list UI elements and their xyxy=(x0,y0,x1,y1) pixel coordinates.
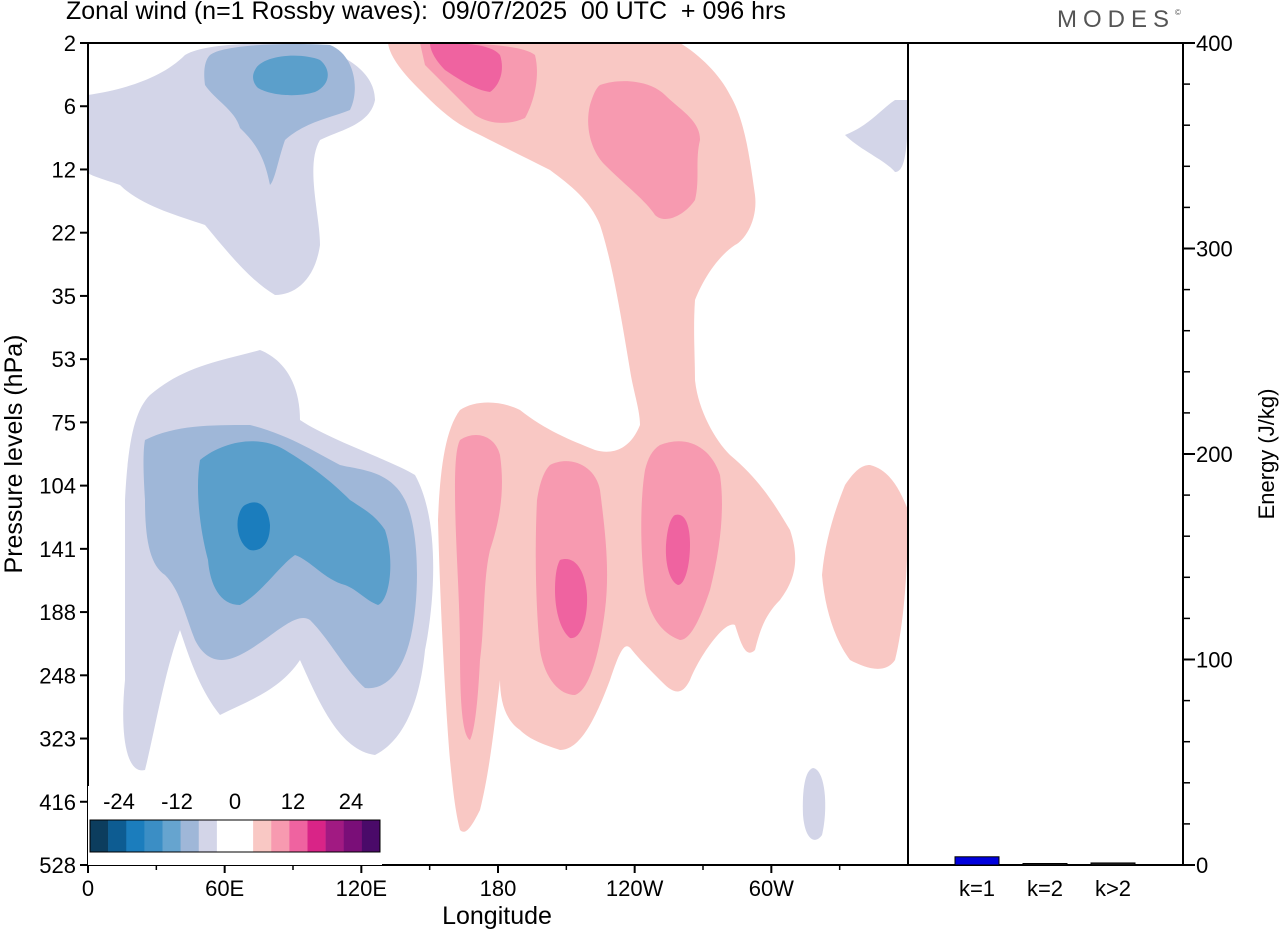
energy-bars: k=1 k=2 k>2 xyxy=(954,856,1136,901)
modes-logo: MODES© xyxy=(1057,6,1181,34)
contour-pos-medium-lon205 xyxy=(555,559,588,639)
energy-tick-label: 0 xyxy=(1196,853,1208,878)
colorbar-swatch xyxy=(108,820,127,852)
energy-bar-label: k=1 xyxy=(959,876,995,901)
energy-axis-title: Energy (J/kg) xyxy=(1254,389,1279,520)
colorbar-swatch xyxy=(253,820,272,852)
x-tick-label: 60E xyxy=(205,876,244,901)
y-axis-title: Pressure levels (hPa) xyxy=(0,335,28,574)
energy-tick-label: 200 xyxy=(1196,442,1233,467)
y-tick-label: 416 xyxy=(39,790,76,815)
colorbar-frame xyxy=(89,819,381,853)
y-tick-label: 2 xyxy=(64,31,76,56)
colorbar-swatch xyxy=(198,820,218,852)
colorbar-swatch xyxy=(289,820,308,852)
colorbar-swatch xyxy=(361,820,381,852)
contour-pos-medium-top xyxy=(430,43,502,92)
x-axis-title: Longitude xyxy=(442,902,552,930)
colorbar: -24 -12 0 12 24 xyxy=(88,786,382,865)
contour-neg-faint-dateline xyxy=(845,100,908,172)
contour-neg-medium-lower xyxy=(197,441,391,605)
colorbar-label: 12 xyxy=(281,789,305,814)
y-tick-label: 53 xyxy=(52,347,76,372)
y-tick-label: 528 xyxy=(39,853,76,878)
contour-neg-medium-upper xyxy=(253,55,328,96)
y-tick-label: 104 xyxy=(39,474,76,499)
pressure-axis: 2 6 12 22 35 53 75 104 141 188 248 323 416 528 xyxy=(39,31,88,878)
energy-axis: 0 100 200 300 400 xyxy=(1183,31,1233,878)
energy-bar xyxy=(1022,863,1068,866)
energy-bar xyxy=(954,856,1000,866)
colorbar-swatch xyxy=(235,820,254,852)
logo-text: MODES xyxy=(1057,6,1176,33)
contour-neg-strong-core xyxy=(237,502,270,551)
y-tick-label: 188 xyxy=(39,600,76,625)
logo-mark: © xyxy=(1175,8,1181,17)
energy-bar-label: k>2 xyxy=(1095,876,1131,901)
contour-pos-weak-lon170 xyxy=(455,435,502,740)
contour-field xyxy=(88,43,908,865)
colorbar-label: -12 xyxy=(161,789,193,814)
colorbar-label: 0 xyxy=(229,789,241,814)
energy-tick-label: 300 xyxy=(1196,237,1233,262)
energy-tick-label: 100 xyxy=(1196,648,1233,673)
colorbar-swatch xyxy=(343,820,363,852)
y-tick-label: 12 xyxy=(52,157,76,182)
x-tick-label: 120W xyxy=(606,876,664,901)
x-tick-label: 60W xyxy=(749,876,794,901)
colorbar-swatch xyxy=(126,820,145,852)
colorbar-label: 24 xyxy=(339,789,363,814)
chart-title: Zonal wind (n=1 Rossby waves): 09/07/202… xyxy=(66,0,786,25)
colorbar-swatch xyxy=(162,820,181,852)
energy-panel-frame xyxy=(907,42,1184,866)
y-tick-label: 35 xyxy=(52,284,76,309)
x-tick-label: 120E xyxy=(336,876,387,901)
y-tick-label: 22 xyxy=(52,221,76,246)
y-tick-label: 248 xyxy=(39,663,76,688)
energy-tick-label: 400 xyxy=(1196,31,1233,56)
colorbar-swatch xyxy=(307,820,326,852)
contour-pos-faint-upper xyxy=(388,43,796,832)
contour-pos-faint-east xyxy=(822,465,908,669)
y-tick-label: 6 xyxy=(64,94,76,119)
colorbar-swatch xyxy=(90,820,109,852)
y-tick-label: 141 xyxy=(39,537,76,562)
contour-neg-faint-small xyxy=(802,768,826,840)
contour-pos-medium-lon250 xyxy=(665,514,690,585)
colorbar-swatch xyxy=(180,820,200,852)
colorbar-swatch xyxy=(216,820,236,852)
y-tick-label: 75 xyxy=(52,410,76,435)
colorbar-swatch xyxy=(271,820,290,852)
colorbar-swatch xyxy=(144,820,163,852)
energy-bar-label: k=2 xyxy=(1027,876,1063,901)
colorbar-label: -24 xyxy=(103,789,135,814)
colorbar-swatch xyxy=(325,820,345,852)
energy-bar xyxy=(1090,862,1136,866)
x-tick-label: 180 xyxy=(480,876,517,901)
contour-pos-weak-upper xyxy=(588,81,700,220)
longitude-axis: 0 60E 120E 180 120W 60W xyxy=(82,865,841,901)
x-tick-label: 0 xyxy=(82,876,94,901)
y-tick-label: 323 xyxy=(39,727,76,752)
